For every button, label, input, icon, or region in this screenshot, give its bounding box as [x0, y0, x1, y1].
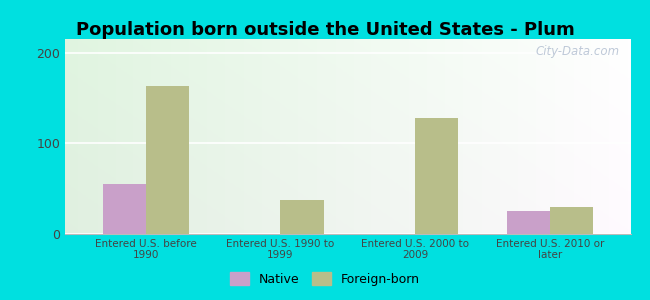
Legend: Native, Foreign-born: Native, Foreign-born	[225, 267, 425, 291]
Text: City-Data.com: City-Data.com	[535, 45, 619, 58]
Bar	[146, 86, 189, 234]
Bar	[103, 184, 146, 234]
Bar	[550, 207, 593, 234]
Bar	[506, 211, 550, 234]
Bar	[280, 200, 324, 234]
Text: Population born outside the United States - Plum: Population born outside the United State…	[75, 21, 575, 39]
Bar	[415, 118, 458, 234]
